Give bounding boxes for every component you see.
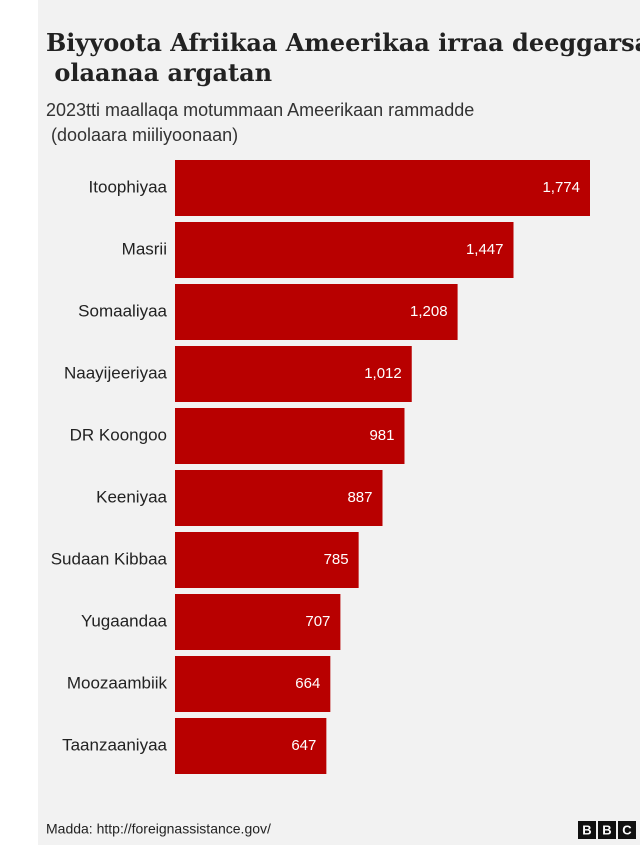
value-label: 785 <box>324 551 349 568</box>
value-label: 647 <box>291 737 316 754</box>
value-label: 1,208 <box>410 303 448 320</box>
category-label: Itoophiyaa <box>89 177 168 196</box>
bar <box>175 470 383 526</box>
logo-box <box>618 821 636 839</box>
category-label: Yugaandaa <box>81 611 168 630</box>
category-label: Taanzaaniyaa <box>62 735 167 754</box>
category-label: Somaaliyaa <box>78 301 167 320</box>
category-label: Keeniyaa <box>96 487 167 506</box>
value-label: 1,447 <box>466 241 504 258</box>
bar <box>175 346 412 402</box>
chart-title: Biyyoota Afriikaa Ameerikaa irraa deegga… <box>46 28 640 87</box>
bar <box>175 284 458 340</box>
value-label: 887 <box>347 489 372 506</box>
category-label: DR Koongoo <box>70 425 167 444</box>
chart-subtitle: 2023tti maallaqa motummaan Ameerikaan ra… <box>46 100 474 145</box>
logo-letter: C <box>622 822 632 837</box>
logo-box <box>598 821 616 839</box>
value-label: 1,012 <box>364 365 402 382</box>
category-label: Naayijeeriyaa <box>64 363 168 382</box>
category-label: Masrii <box>122 239 167 258</box>
bar <box>175 532 359 588</box>
category-label: Sudaan Kibbaa <box>51 549 168 568</box>
value-label: 664 <box>295 675 320 692</box>
bar <box>175 656 331 712</box>
logo-letter: B <box>602 822 611 837</box>
source: Madda: http://foreignassistance.gov/ <box>46 821 271 837</box>
bar <box>175 718 327 774</box>
value-label: 981 <box>369 427 394 444</box>
bar <box>175 408 405 464</box>
category-label: Moozaambiik <box>67 673 168 692</box>
bar <box>175 222 514 278</box>
value-label: 1,774 <box>542 179 580 196</box>
bar <box>175 160 590 216</box>
logo-box <box>578 821 596 839</box>
value-label: 707 <box>305 613 330 630</box>
logo-letter: B <box>582 822 591 837</box>
bar <box>175 594 341 650</box>
